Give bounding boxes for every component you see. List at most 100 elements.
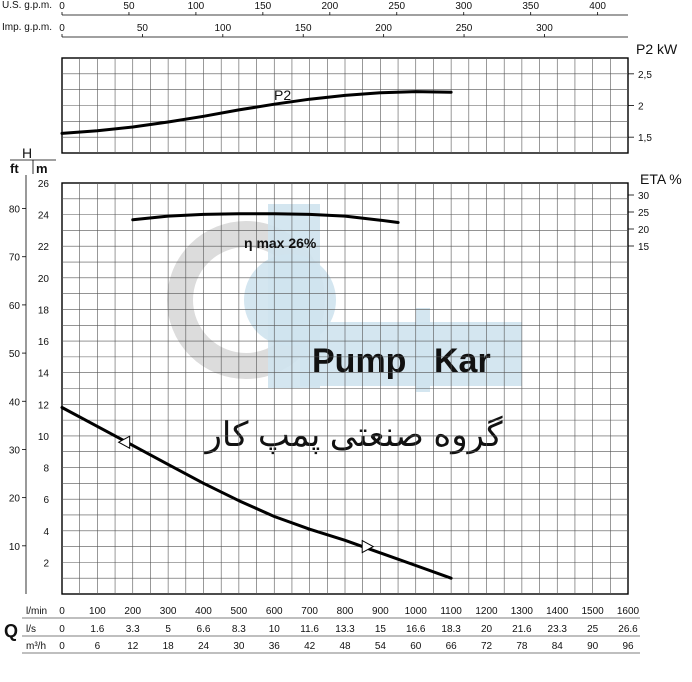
lmin-tick-label: 100 bbox=[89, 606, 106, 617]
m3h-tick-label: 54 bbox=[375, 641, 387, 652]
m3h-tick-label: 66 bbox=[446, 641, 458, 652]
ls-tick-label: 18.3 bbox=[441, 624, 461, 635]
lmin-tick-label: 300 bbox=[160, 606, 177, 617]
head-m-tick-label: 14 bbox=[38, 369, 50, 380]
head-m-tick-label: 20 bbox=[38, 274, 50, 285]
m3h-tick-label: 6 bbox=[95, 641, 101, 652]
watermark-tagline: گروه صنعتی پمپ کار bbox=[203, 415, 503, 455]
lmin-tick-label: 1400 bbox=[546, 606, 569, 617]
ls-tick-label: 8.3 bbox=[232, 624, 246, 635]
lmin-tick-label: 500 bbox=[231, 606, 248, 617]
head-m-tick-label: 22 bbox=[38, 242, 50, 253]
imp-gpm-tick-label: 100 bbox=[214, 23, 231, 34]
head-m-tick-label: 16 bbox=[38, 337, 50, 348]
m3h-tick-label: 30 bbox=[233, 641, 245, 652]
eta-axis-title: ETA % bbox=[640, 171, 682, 187]
watermark-brand-kar: Kar bbox=[434, 342, 491, 380]
eta-tick-label: 30 bbox=[638, 191, 650, 202]
ls-tick-label: 10 bbox=[269, 624, 281, 635]
lmin-tick-label: 900 bbox=[372, 606, 389, 617]
m3h-tick-label: 36 bbox=[269, 641, 281, 652]
ls-label: l/s bbox=[26, 624, 36, 635]
head-m-tick-label: 8 bbox=[43, 464, 49, 475]
head-ft-tick-label: 10 bbox=[9, 542, 21, 553]
ls-tick-label: 15 bbox=[375, 624, 387, 635]
head-m-tick-label: 6 bbox=[43, 495, 49, 506]
lmin-tick-label: 800 bbox=[337, 606, 354, 617]
efficiency-curve bbox=[131, 212, 400, 224]
lmin-tick-label: 1200 bbox=[475, 606, 498, 617]
pumpkar-watermark: Pump Kar گروه صنعتی پمپ کار bbox=[167, 204, 522, 455]
lmin-tick-label: 1000 bbox=[405, 606, 428, 617]
lmin-tick-label: 400 bbox=[195, 606, 212, 617]
imp-gpm-tick-label: 150 bbox=[295, 23, 312, 34]
us-gpm-tick-label: 200 bbox=[321, 1, 338, 12]
lmin-tick-label: 1500 bbox=[582, 606, 605, 617]
ls-tick-label: 5 bbox=[165, 624, 171, 635]
p2-axis-title: P2 kW bbox=[636, 41, 678, 57]
us-gpm-tick-label: 400 bbox=[589, 1, 606, 12]
head-m-tick-label: 4 bbox=[43, 527, 49, 538]
lmin-tick-label: 1600 bbox=[617, 606, 640, 617]
m3h-tick-label: 84 bbox=[552, 641, 564, 652]
lmin-tick-label: 1100 bbox=[440, 606, 462, 617]
us-gpm-tick-label: 0 bbox=[59, 1, 65, 12]
us-gpm-label: U.S. g.p.m. bbox=[2, 0, 52, 11]
ls-tick-label: 11.6 bbox=[300, 624, 319, 635]
ls-tick-label: 3.3 bbox=[126, 624, 140, 635]
ft-axis-title: ft bbox=[10, 161, 19, 176]
m3h-tick-label: 96 bbox=[622, 641, 634, 652]
lmin-tick-label: 1300 bbox=[511, 606, 534, 617]
us-gpm-tick-label: 300 bbox=[455, 1, 472, 12]
us-gpm-tick-label: 150 bbox=[255, 1, 272, 12]
ls-tick-label: 20 bbox=[481, 624, 493, 635]
m3h-tick-label: 18 bbox=[163, 641, 175, 652]
m3h-tick-label: 72 bbox=[481, 641, 493, 652]
head-ft-tick-label: 20 bbox=[9, 494, 21, 505]
m3h-label: m³/h bbox=[26, 641, 46, 652]
axis-labels: U.S. g.p.m. Imp. g.p.m. P2 kW ETA % H ft… bbox=[2, 0, 682, 652]
ls-tick-label: 1.6 bbox=[90, 624, 104, 635]
p2-tick-label: 2,5 bbox=[638, 70, 652, 81]
range-min-marker bbox=[117, 435, 131, 450]
lmin-tick-label: 0 bbox=[59, 606, 65, 617]
eta-tick-label: 25 bbox=[638, 208, 650, 219]
head-m-tick-label: 24 bbox=[38, 211, 50, 222]
us-gpm-tick-label: 250 bbox=[388, 1, 405, 12]
us-gpm-tick-label: 50 bbox=[123, 1, 135, 12]
m3h-tick-label: 0 bbox=[59, 641, 65, 652]
ls-tick-label: 26.6 bbox=[618, 624, 638, 635]
ls-tick-label: 0 bbox=[59, 624, 65, 635]
ls-tick-label: 25 bbox=[587, 624, 599, 635]
head-ft-tick-label: 60 bbox=[9, 301, 21, 312]
ls-tick-label: 21.6 bbox=[512, 624, 532, 635]
m3h-tick-label: 24 bbox=[198, 641, 210, 652]
p2-tick-label: 1,5 bbox=[638, 133, 652, 144]
eta-max-annotation: η max 26% bbox=[244, 235, 317, 251]
imp-gpm-label: Imp. g.p.m. bbox=[2, 22, 52, 33]
lmin-tick-label: 200 bbox=[124, 606, 141, 617]
h-axis-title: H bbox=[22, 145, 32, 161]
m-axis-title: m bbox=[36, 161, 48, 176]
us-gpm-tick-label: 350 bbox=[522, 1, 539, 12]
watermark-divider bbox=[416, 308, 430, 392]
imp-gpm-tick-label: 50 bbox=[137, 23, 149, 34]
curves bbox=[60, 90, 453, 580]
p2-curve bbox=[60, 90, 453, 135]
head-m-tick-label: 26 bbox=[38, 179, 50, 190]
head-ft-tick-label: 80 bbox=[9, 205, 21, 216]
p2-tick-label: 2 bbox=[638, 102, 644, 113]
lmin-label: l/min bbox=[26, 606, 47, 617]
m3h-tick-label: 90 bbox=[587, 641, 599, 652]
eta-tick-label: 20 bbox=[638, 225, 650, 236]
head-ft-tick-label: 30 bbox=[9, 445, 21, 456]
head-m-tick-label: 18 bbox=[38, 305, 50, 316]
m3h-tick-label: 48 bbox=[339, 641, 351, 652]
grids bbox=[61, 57, 629, 595]
q-label: Q bbox=[4, 621, 18, 641]
head-m-tick-label: 12 bbox=[38, 400, 50, 411]
lmin-tick-label: 600 bbox=[266, 606, 283, 617]
head-m-tick-label: 10 bbox=[38, 432, 50, 443]
